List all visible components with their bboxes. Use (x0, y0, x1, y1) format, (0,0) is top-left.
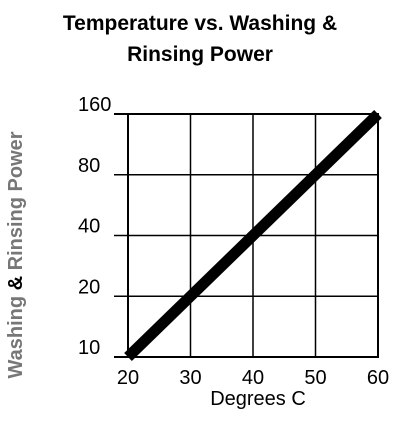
x-tick-label: 40 (242, 367, 264, 389)
series-line (124, 110, 382, 361)
x-tick-label: 30 (179, 367, 201, 389)
plot-area (114, 110, 382, 361)
y-axis-label-part-3: Rinsing Power (5, 131, 27, 270)
chart-title-line-2: Rinsing Power (127, 43, 273, 66)
y-axis-label: Washing & Rinsing Power (5, 131, 27, 378)
x-tick-label: 20 (117, 367, 139, 389)
y-tick-label: 40 (78, 216, 100, 238)
y-tick-label: 160 (78, 94, 111, 116)
y-tick-label: 80 (78, 155, 100, 177)
y-tick-label: 20 (78, 276, 100, 298)
series-group (124, 110, 382, 361)
chart-title-line-1: Temperature vs. Washing & (63, 12, 337, 35)
x-axis-label: Degrees C (210, 388, 306, 410)
plot-frame (127, 113, 379, 358)
x-tick-label: 50 (304, 367, 326, 389)
svg-text:Washing & Rinsing Power: Washing & Rinsing Power (5, 131, 27, 378)
y-tick-labels: 10 20 40 80 160 (78, 94, 111, 359)
y-tick-label: 10 (78, 337, 100, 359)
y-axis-label-part-1: Washing (5, 290, 27, 378)
x-tick-label: 60 (367, 367, 389, 389)
y-axis-label-part-2: & (5, 270, 27, 290)
x-tick-labels: 20 30 40 50 60 (117, 367, 389, 389)
